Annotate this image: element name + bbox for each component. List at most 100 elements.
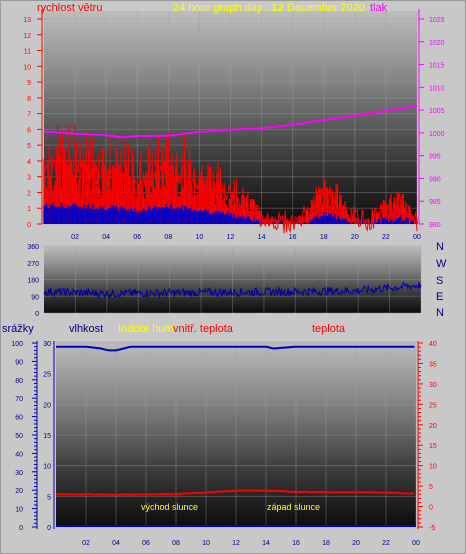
pressure-tick-label: 980 bbox=[429, 222, 441, 229]
humidity-tick-label: 80 bbox=[15, 378, 23, 385]
pressure-tick-label: 985 bbox=[429, 199, 441, 206]
wind-tick-label: 5 bbox=[27, 143, 31, 150]
temperature-tick-label: 0 bbox=[429, 505, 433, 512]
wind-time-label: 00 bbox=[413, 234, 421, 241]
rain-tick-label: 5 bbox=[47, 494, 51, 501]
compass-n-top: N bbox=[436, 241, 444, 253]
temperature-tick-label: 25 bbox=[429, 402, 437, 409]
wind-average-bars bbox=[43, 203, 418, 224]
rain-tick-label: 15 bbox=[43, 433, 51, 440]
wind-tick-label: 13 bbox=[23, 17, 31, 24]
rain-tick-label: 30 bbox=[43, 341, 51, 348]
compass-s: S bbox=[436, 275, 443, 287]
rain-tick-label: 20 bbox=[43, 402, 51, 409]
direction-tick-label: 270 bbox=[27, 261, 39, 268]
wind-tick-label: 11 bbox=[24, 49, 31, 56]
temperature-tick-label: -5 bbox=[429, 525, 435, 532]
indoor-temp-title: vnitř. teplota bbox=[173, 323, 234, 335]
direction-panel bbox=[44, 246, 421, 313]
wind-tick-label: 10 bbox=[23, 64, 31, 71]
humidity-time-label: 10 bbox=[202, 540, 210, 547]
humidity-tick-label: 90 bbox=[15, 359, 23, 366]
wind-tick-label: 1 bbox=[27, 206, 31, 213]
wind-tick-label: 2 bbox=[27, 190, 31, 197]
pressure-tick-label: 995 bbox=[429, 154, 441, 161]
wind-tick-label: 7 bbox=[27, 112, 31, 119]
humidity-title: vlhkost bbox=[69, 323, 103, 335]
wind-time-label: 22 bbox=[382, 234, 390, 241]
wind-tick-label: 12 bbox=[23, 33, 31, 40]
temperature-tick-label: 30 bbox=[429, 382, 437, 389]
direction-tick-label: 360 bbox=[27, 244, 39, 251]
temperature-tick-label: 20 bbox=[429, 423, 437, 430]
temperature-tick-label: 15 bbox=[429, 443, 437, 450]
humidity-tick-label: 20 bbox=[15, 488, 23, 495]
wind-time-label: 04 bbox=[102, 234, 110, 241]
pressure-tick-label: 1020 bbox=[429, 40, 445, 47]
direction-gridlines bbox=[44, 245, 422, 314]
humidity-time-label: 20 bbox=[352, 540, 360, 547]
humidity-time-label: 14 bbox=[262, 540, 270, 547]
rain-title: srážky bbox=[2, 323, 34, 335]
temperature-tick-label: 5 bbox=[429, 484, 433, 491]
humidity-time-label: 04 bbox=[112, 540, 120, 547]
sunset-label: západ slunce bbox=[267, 502, 320, 512]
pressure-tick-label: 990 bbox=[429, 176, 441, 183]
graph-title: 24 hour graph day : 12 December 2020 bbox=[173, 2, 365, 14]
wind-time-label: 20 bbox=[351, 234, 359, 241]
rain-tick-label: 10 bbox=[43, 464, 51, 471]
pressure-tick-label: 1015 bbox=[429, 63, 445, 70]
humidity-tick-label: 10 bbox=[15, 507, 23, 514]
wind-time-label: 08 bbox=[164, 234, 172, 241]
humidity-tick-label: 70 bbox=[15, 396, 23, 403]
humidity-time-label: 22 bbox=[382, 540, 390, 547]
pressure-tick-label: 1005 bbox=[429, 108, 445, 115]
sunrise-label: východ slunce bbox=[141, 502, 198, 512]
wind-tick-label: 4 bbox=[27, 159, 31, 166]
humidity-temperature-panel bbox=[56, 341, 416, 527]
wind-time-label: 18 bbox=[320, 234, 328, 241]
humidity-line bbox=[56, 345, 415, 352]
wind-tick-label: 0 bbox=[27, 222, 31, 229]
humidity-tick-label: 60 bbox=[15, 415, 23, 422]
pressure-tick-label: 1025 bbox=[429, 17, 445, 24]
wind-time-label: 12 bbox=[227, 234, 235, 241]
pressure-title: tlak bbox=[370, 2, 388, 14]
humidity-time-label: 12 bbox=[232, 540, 240, 547]
pressure-tick-label: 1010 bbox=[429, 85, 445, 92]
wind-pressure-panel bbox=[44, 11, 417, 224]
wind-tick-label: 3 bbox=[27, 175, 31, 182]
direction-tick-label: 180 bbox=[27, 278, 39, 285]
pressure-tick-label: 1000 bbox=[429, 131, 445, 138]
wind-time-label: 16 bbox=[289, 234, 297, 241]
wind-tick-label: 9 bbox=[27, 80, 31, 87]
wind-speed-line bbox=[43, 157, 418, 234]
humidity-tick-label: 100 bbox=[11, 341, 23, 348]
pressure-line bbox=[43, 105, 418, 139]
wind-title: rychlost větru bbox=[37, 2, 102, 14]
humidity-time-label: 16 bbox=[292, 540, 300, 547]
temperature-title: teplota bbox=[312, 323, 346, 335]
wind-time-label: 06 bbox=[133, 234, 141, 241]
axis-tick-labels: 0123456789101112139809859909951000100510… bbox=[11, 17, 444, 547]
rain-tick-label: 0 bbox=[47, 525, 51, 532]
humidity-tick-label: 40 bbox=[15, 451, 23, 458]
humidity-tick-label: 50 bbox=[15, 433, 23, 440]
humidity-time-label: 02 bbox=[82, 540, 90, 547]
temperature-tick-label: 35 bbox=[429, 361, 437, 368]
indoor-hum-title: Indoor hum bbox=[118, 323, 174, 335]
rain-tick-label: 25 bbox=[43, 372, 51, 379]
humidity-tick-label: 30 bbox=[15, 470, 23, 477]
compass-w: W bbox=[436, 258, 447, 270]
wind-direction-line bbox=[43, 281, 422, 299]
temperature-tick-label: 10 bbox=[429, 464, 437, 471]
wind-time-label: 02 bbox=[71, 234, 79, 241]
humidity-time-label: 08 bbox=[172, 540, 180, 547]
wind-tick-label: 6 bbox=[27, 127, 31, 134]
humidity-time-label: 06 bbox=[142, 540, 150, 547]
wind-time-label: 10 bbox=[196, 234, 204, 241]
direction-tick-label: 0 bbox=[35, 311, 39, 318]
temperature-line bbox=[55, 489, 415, 496]
